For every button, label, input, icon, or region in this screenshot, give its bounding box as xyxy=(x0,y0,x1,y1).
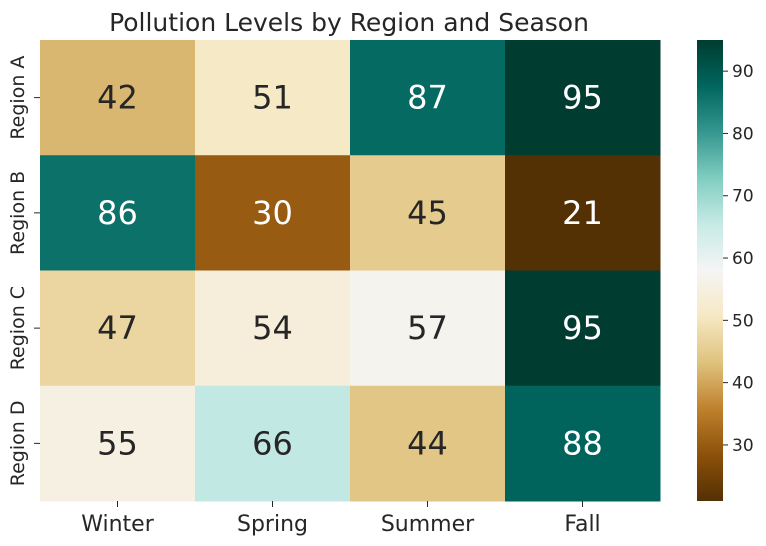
cell-value-label: 54 xyxy=(252,309,293,347)
colorbar-tick-label: 70 xyxy=(732,187,754,207)
heatmap-cell xyxy=(40,385,196,502)
y-tick-label: Region B xyxy=(7,171,29,255)
heatmap-cell xyxy=(40,155,196,271)
colorbar-ticks: 30 40 50 60 70 80 90 xyxy=(723,62,754,456)
cell-value-label: 86 xyxy=(97,194,138,232)
colorbar xyxy=(697,40,723,501)
cell-value-label: 21 xyxy=(562,194,603,232)
colorbar-tick-label: 90 xyxy=(732,62,754,82)
x-tick-label: Spring xyxy=(237,512,308,537)
x-tick-label: Winter xyxy=(81,512,154,537)
cell-value-label: 95 xyxy=(562,79,603,117)
heatmap-cell xyxy=(350,270,506,387)
heatmap-cell xyxy=(195,385,351,502)
colorbar-tick-label: 40 xyxy=(732,374,754,394)
cell-value-label: 45 xyxy=(407,194,448,232)
cell-value-label: 88 xyxy=(562,424,603,462)
colorbar-tick-label: 60 xyxy=(732,249,754,269)
cell-value-label: 47 xyxy=(97,309,138,347)
colorbar-tick-label: 30 xyxy=(732,436,754,456)
cell-value-label: 55 xyxy=(97,424,138,462)
cell-value-label: 66 xyxy=(252,424,293,462)
cell-value-label: 51 xyxy=(252,79,293,117)
heatmap-cell xyxy=(40,270,196,387)
heatmap-cell xyxy=(350,385,506,502)
heatmap-cell xyxy=(350,155,506,271)
heatmap-cell xyxy=(40,40,196,156)
heatmap-cells: 42 51 87 95 86 30 45 21 47 54 57 95 55 66 44 88 xyxy=(40,40,661,502)
y-tick-label: Region A xyxy=(7,56,29,140)
heatmap-cell xyxy=(195,155,351,271)
cell-value-label: 95 xyxy=(562,309,603,347)
heatmap-cell xyxy=(195,40,351,156)
heatmap-cell xyxy=(505,270,661,387)
cell-value-label: 57 xyxy=(407,309,448,347)
heatmap-cell xyxy=(505,385,661,502)
heatmap-cell xyxy=(195,270,351,387)
heatmap-cell xyxy=(505,40,661,156)
heatmap-cell xyxy=(505,155,661,271)
cell-value-label: 44 xyxy=(407,424,448,462)
x-axis-ticks: Winter Spring Summer Fall xyxy=(81,501,601,537)
chart-title: Pollution Levels by Region and Season xyxy=(109,8,589,37)
y-tick-label: Region C xyxy=(7,286,29,370)
heatmap-cell xyxy=(350,40,506,156)
cell-value-label: 30 xyxy=(252,194,293,232)
cell-value-label: 87 xyxy=(407,79,448,117)
colorbar-tick-label: 80 xyxy=(732,124,754,144)
cell-value-label: 42 xyxy=(97,79,138,117)
y-axis-ticks: Region A Region B Region C Region D xyxy=(7,56,40,487)
y-tick-label: Region D xyxy=(7,401,29,487)
x-tick-label: Fall xyxy=(564,512,600,537)
x-tick-label: Summer xyxy=(381,512,475,537)
colorbar-tick-label: 50 xyxy=(732,311,754,331)
